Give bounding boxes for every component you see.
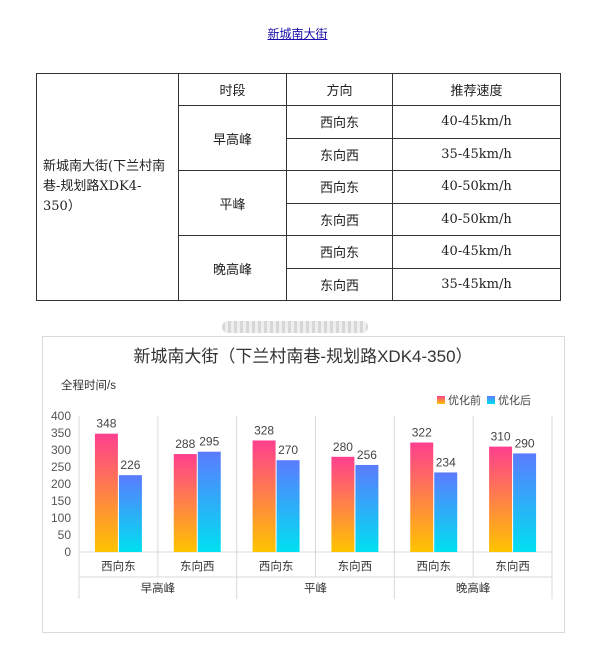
bar-after [434, 472, 458, 552]
x-tick-label: 东向西 [338, 559, 373, 573]
page-title-link[interactable]: 新城南大街 [267, 27, 328, 41]
x-group-label: 晚高峰 [456, 581, 491, 595]
direction-cell: 东向西 [286, 267, 393, 301]
bar-after [197, 451, 221, 552]
header-period: 时段 [178, 73, 287, 106]
data-label-after: 270 [278, 443, 298, 457]
x-group-label: 早高峰 [141, 581, 176, 595]
data-label-after: 295 [199, 435, 219, 449]
chart-title: 新城南大街（下兰村南巷-规划路XDK4-350） [133, 347, 472, 366]
speed-cell: 40-50km/h [392, 202, 561, 236]
y-tick-label: 250 [51, 460, 71, 474]
bar-before [252, 440, 276, 552]
bar-before [410, 442, 434, 552]
speed-cell: 40-45km/h [392, 235, 561, 269]
header-speed: 推荐速度 [392, 73, 561, 106]
direction-cell: 西向东 [286, 235, 393, 269]
bar-after [118, 475, 142, 552]
legend-swatch-before [437, 396, 445, 404]
speed-table: 新城南大街(下兰村南巷-规划路XDK4-350） 时段 方向 推荐速度 早高峰 … [36, 73, 561, 301]
legend-label-before: 优化前 [448, 393, 481, 407]
data-label-before: 322 [412, 426, 432, 440]
legend-label-after: 优化后 [498, 393, 531, 407]
data-label-after: 256 [357, 448, 377, 462]
period-cell: 早高峰 [178, 105, 287, 171]
direction-cell: 西向东 [286, 170, 393, 204]
bar-before [489, 446, 513, 552]
period-cell: 平峰 [178, 170, 287, 236]
data-label-before: 288 [175, 437, 195, 451]
bar-before [331, 456, 355, 552]
data-label-after: 226 [120, 458, 140, 472]
x-group-label: 平峰 [304, 582, 327, 595]
data-label-after: 234 [436, 455, 456, 469]
road-name-cell: 新城南大街(下兰村南巷-规划路XDK4-350） [36, 73, 179, 301]
legend: 优化前 优化后 [437, 393, 531, 407]
direction-cell: 东向西 [286, 137, 393, 171]
x-tick-label: 东向西 [180, 559, 215, 573]
data-label-before: 310 [491, 430, 511, 444]
direction-cell: 东向西 [286, 202, 393, 236]
data-label-before: 348 [96, 417, 116, 431]
y-tick-label: 200 [51, 477, 71, 491]
y-tick-label: 50 [58, 528, 72, 542]
data-label-before: 328 [254, 423, 274, 437]
x-tick-label: 东向西 [495, 559, 530, 573]
y-axis-label: 全程时间/s [61, 378, 116, 392]
bar-chart: 新城南大街（下兰村南巷-规划路XDK4-350） 全程时间/s 优化前 优化后 … [51, 347, 553, 599]
speed-cell: 40-45km/h [392, 105, 561, 139]
y-tick-label: 150 [51, 494, 71, 508]
chart-frame: 新城南大街（下兰村南巷-规划路XDK4-350） 全程时间/s 优化前 优化后 … [42, 336, 565, 633]
bar-before [173, 454, 197, 552]
x-tick-label: 西向东 [417, 559, 452, 573]
y-tick-label: 100 [51, 511, 71, 525]
y-tick-label: 350 [51, 426, 71, 440]
speed-cell: 35-45km/h [392, 137, 561, 171]
y-tick-label: 0 [64, 545, 71, 559]
bar-after [276, 460, 300, 552]
x-tick-label: 西向东 [259, 559, 294, 573]
y-tick-label: 400 [51, 409, 71, 423]
y-tick-label: 300 [51, 443, 71, 457]
legend-swatch-after [487, 396, 495, 404]
bar-after [513, 453, 537, 552]
data-label-after: 290 [515, 436, 535, 450]
data-label-before: 280 [333, 440, 353, 454]
direction-cell: 西向东 [286, 105, 393, 139]
speed-cell: 40-50km/h [392, 170, 561, 204]
watermark-dots [222, 321, 368, 333]
bar-after [355, 464, 379, 552]
header-direction: 方向 [286, 73, 393, 106]
x-tick-label: 西向东 [101, 559, 135, 573]
bar-before [94, 433, 118, 552]
period-cell: 晚高峰 [178, 235, 287, 301]
speed-cell: 35-45km/h [392, 267, 561, 301]
